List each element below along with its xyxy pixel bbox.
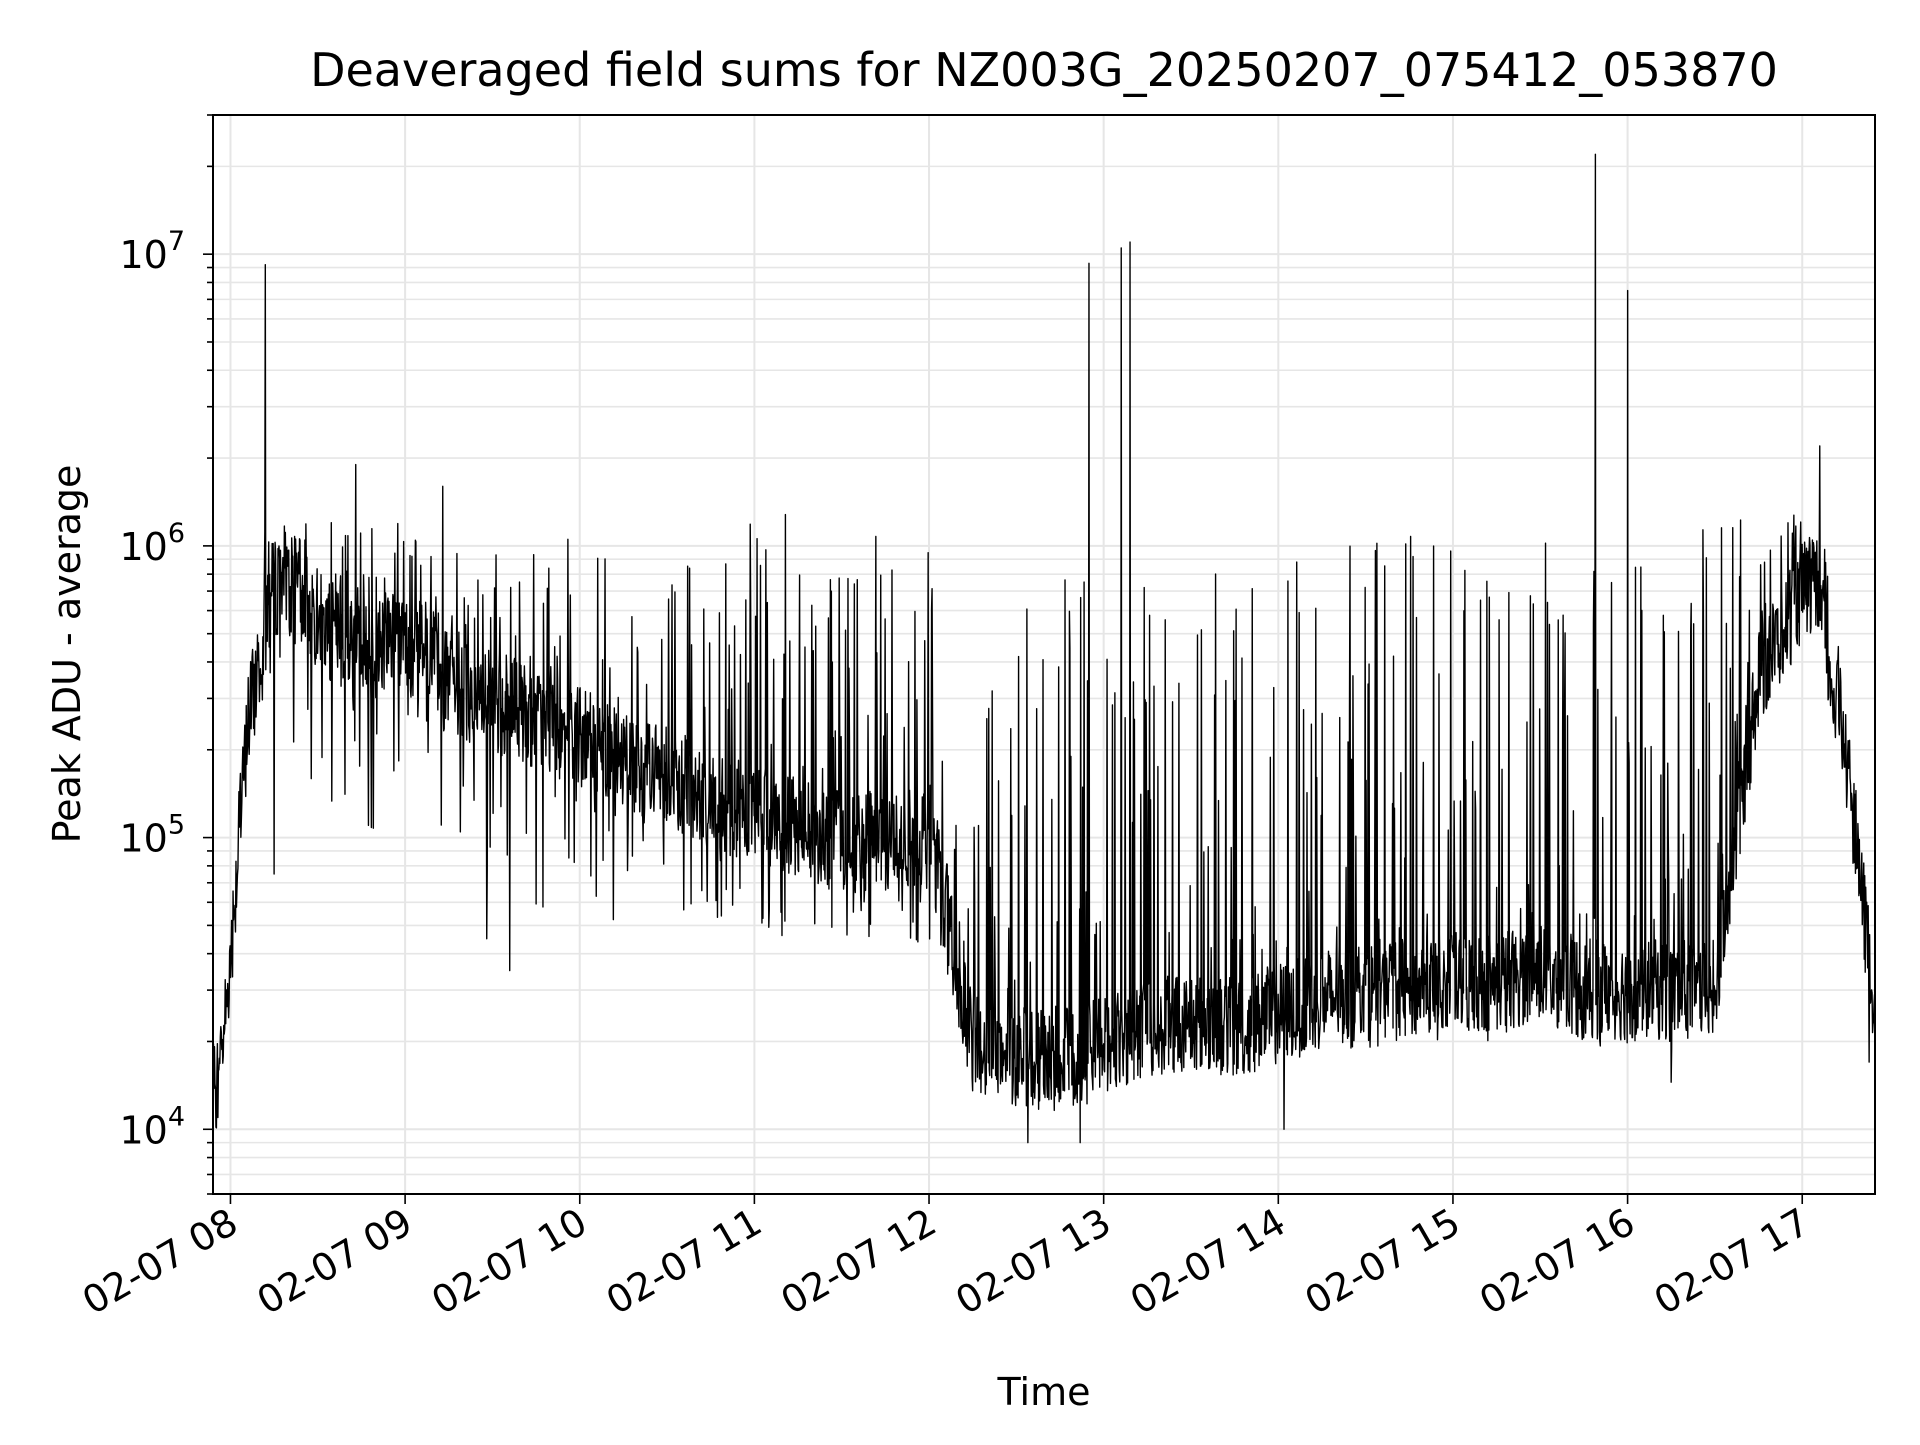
- series-line: [212, 153, 1876, 1144]
- y-tick-label: 104: [119, 1101, 185, 1152]
- y-tick-label: 107: [119, 226, 185, 277]
- y-tick-label: 105: [119, 810, 185, 861]
- y-axis-label: Peak ADU - average: [45, 465, 89, 844]
- chart-title: Deaveraged field sums for NZ003G_2025020…: [310, 43, 1778, 97]
- x-axis-label: Time: [997, 1370, 1091, 1414]
- y-tick-label: 106: [119, 518, 185, 569]
- plot-frame: [212, 114, 1876, 1195]
- line-layer: [212, 153, 1876, 1144]
